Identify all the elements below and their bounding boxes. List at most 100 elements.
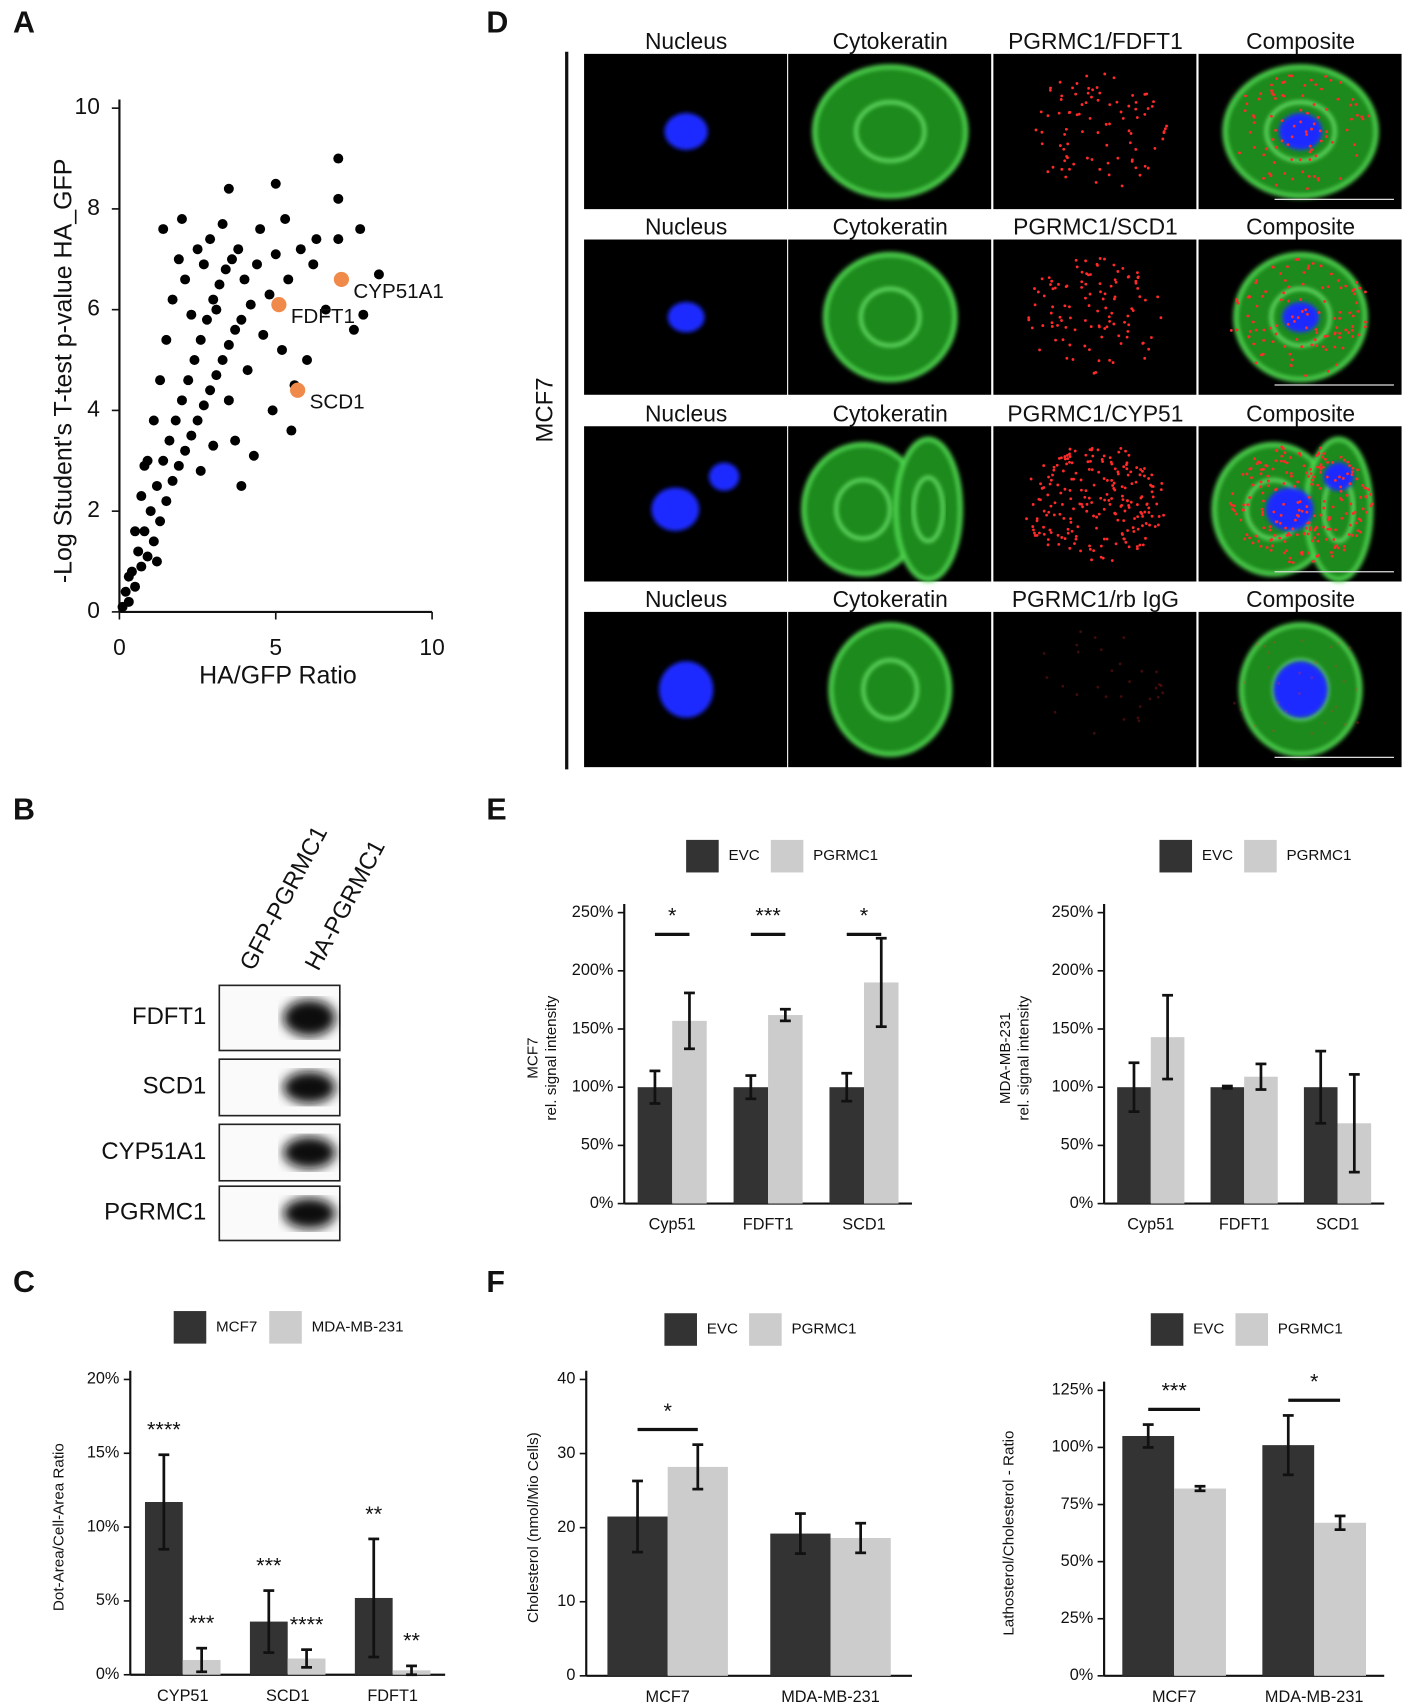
puncta [1157,523,1160,527]
bar [1262,1445,1315,1676]
puncta [1113,488,1117,492]
point [245,299,256,310]
puncta [1349,523,1352,527]
puncta [1330,551,1333,554]
puncta [1066,531,1070,535]
puncta [1333,331,1337,335]
puncta [1361,507,1365,511]
puncta [1131,93,1135,97]
y-tick-label: 10% [87,1517,120,1535]
puncta [1127,323,1131,327]
puncta [1113,511,1117,515]
puncta [1283,80,1287,84]
point [230,324,241,335]
blot-band [283,999,336,1037]
puncta [1351,512,1355,515]
puncta [1359,519,1363,522]
puncta [1358,286,1362,290]
puncta [1049,531,1053,534]
puncta [1245,102,1249,106]
puncta [1295,337,1299,341]
puncta [1140,669,1144,673]
puncta [1289,456,1292,459]
x-tick-label: Cyp51 [649,1216,696,1234]
puncta [1087,86,1091,90]
puncta [1153,147,1157,150]
puncta [1046,170,1050,174]
puncta [1309,472,1313,476]
puncta [1271,265,1274,269]
error-bar [745,1074,757,1101]
puncta [1042,464,1046,467]
cytokeratin-stain [893,436,963,583]
puncta [1068,455,1072,459]
puncta [1269,538,1273,542]
point [355,224,366,235]
cytokeratin-ring [911,475,945,543]
puncta [1099,496,1103,500]
puncta [1069,520,1073,524]
puncta [1066,156,1069,160]
puncta [1097,324,1101,328]
puncta [1122,636,1126,640]
puncta [1057,111,1061,115]
y-axis-label: Cholesterol (nmol/Mio Cells) [525,1432,542,1623]
y-tick-label: 50% [581,1136,614,1154]
point [311,234,322,245]
puncta [1068,167,1071,171]
puncta [1064,175,1068,179]
puncta [1305,133,1309,136]
puncta [1345,493,1349,497]
puncta [1103,257,1106,261]
puncta [1303,83,1307,87]
puncta [1229,329,1233,332]
puncta [1271,467,1275,471]
micrograph-header: Cytokeratin [833,586,948,612]
puncta [1322,452,1326,455]
puncta [1247,295,1251,298]
puncta [1135,503,1139,506]
error-bar [1162,993,1174,1081]
puncta [1031,503,1035,506]
y-tick-label: 20% [87,1370,120,1388]
puncta [1274,487,1278,491]
x-tick-label: 10 [419,634,444,660]
point [205,234,216,245]
puncta [1354,688,1358,692]
error-bar [263,1589,275,1654]
puncta [1098,257,1102,260]
puncta [1282,94,1286,98]
puncta [1074,471,1078,475]
puncta [1112,297,1116,301]
puncta [1332,538,1336,541]
puncta [1322,525,1326,529]
puncta [1105,493,1109,496]
puncta [1262,176,1265,180]
puncta [1310,482,1314,486]
panel-label: F [486,1265,505,1299]
point [295,244,306,255]
puncta [1318,129,1322,133]
bar [1122,1435,1175,1676]
point [233,244,244,255]
puncta [1079,549,1082,553]
point [255,224,266,235]
puncta [1138,543,1142,547]
point [258,329,269,340]
puncta [1324,537,1328,541]
puncta [1348,311,1352,315]
puncta [1070,529,1074,533]
puncta [1113,467,1117,471]
x-tick-label: Cyp51 [1127,1216,1174,1234]
puncta [1304,308,1308,312]
puncta [1065,462,1069,466]
puncta [1340,516,1344,520]
puncta [1233,509,1236,513]
puncta [1088,116,1092,120]
puncta [1270,544,1274,548]
puncta [1128,141,1132,145]
point [242,365,253,376]
puncta [1339,455,1343,459]
puncta [1350,533,1354,537]
puncta [1149,336,1153,339]
